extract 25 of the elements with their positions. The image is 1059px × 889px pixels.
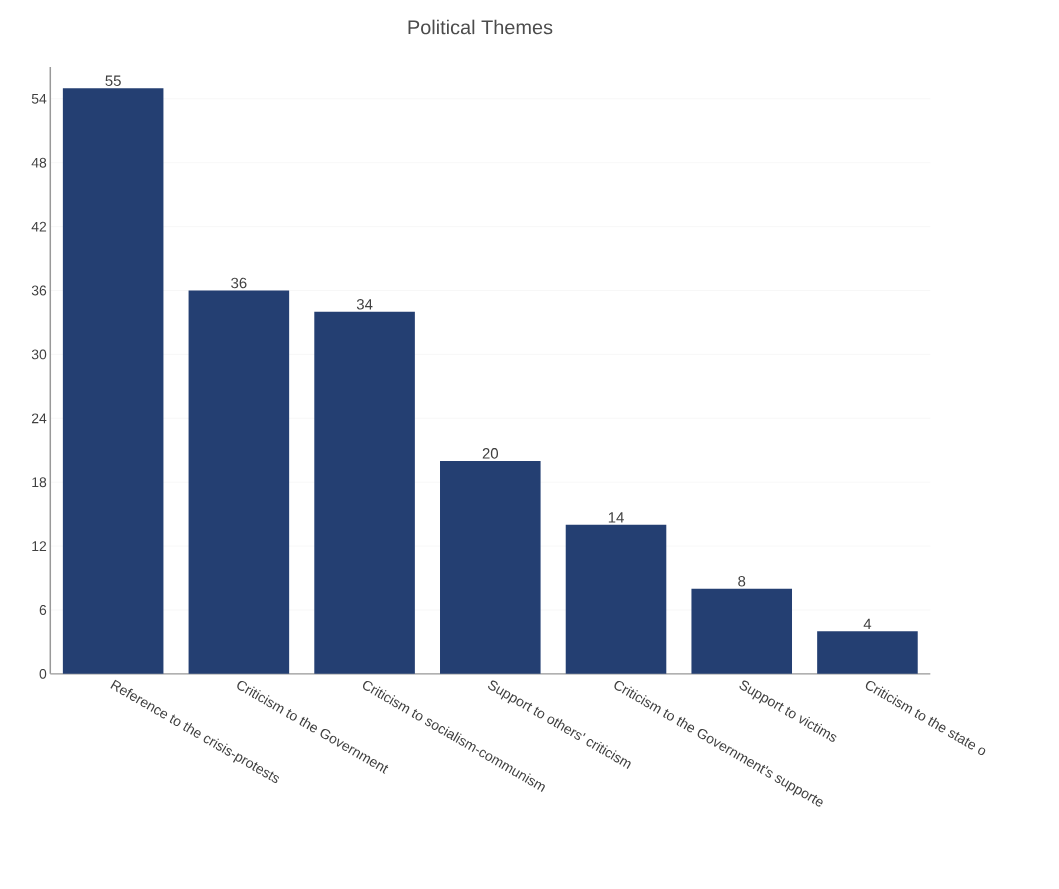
- data-label: 34: [356, 299, 373, 310]
- data-label: 36: [231, 277, 247, 289]
- bar: [565, 524, 667, 674]
- y-tick-label: 36: [31, 285, 47, 296]
- bar: [691, 588, 793, 674]
- bar: [314, 311, 415, 674]
- bar: [817, 631, 918, 674]
- y-tick-label: 30: [31, 349, 47, 360]
- data-label: 8: [738, 575, 746, 587]
- y-tick-label: 54: [31, 93, 47, 104]
- bar: [440, 460, 541, 674]
- chart-title: Political Themes: [408, 19, 553, 35]
- y-tick-label: 42: [31, 221, 47, 232]
- y-tick-label: 0: [39, 668, 47, 679]
- y-tick-label: 12: [32, 541, 47, 551]
- data-label: 55: [105, 75, 121, 86]
- y-tick-label: 48: [31, 157, 47, 168]
- y-tick-label: 18: [32, 477, 47, 488]
- y-tick-label: 24: [31, 413, 47, 424]
- y-tick-label: 6: [39, 605, 47, 615]
- bar: [62, 88, 164, 674]
- data-label: 20: [482, 448, 499, 459]
- bar: [188, 290, 290, 674]
- data-label: 4: [863, 618, 872, 630]
- data-label: 14: [608, 512, 624, 523]
